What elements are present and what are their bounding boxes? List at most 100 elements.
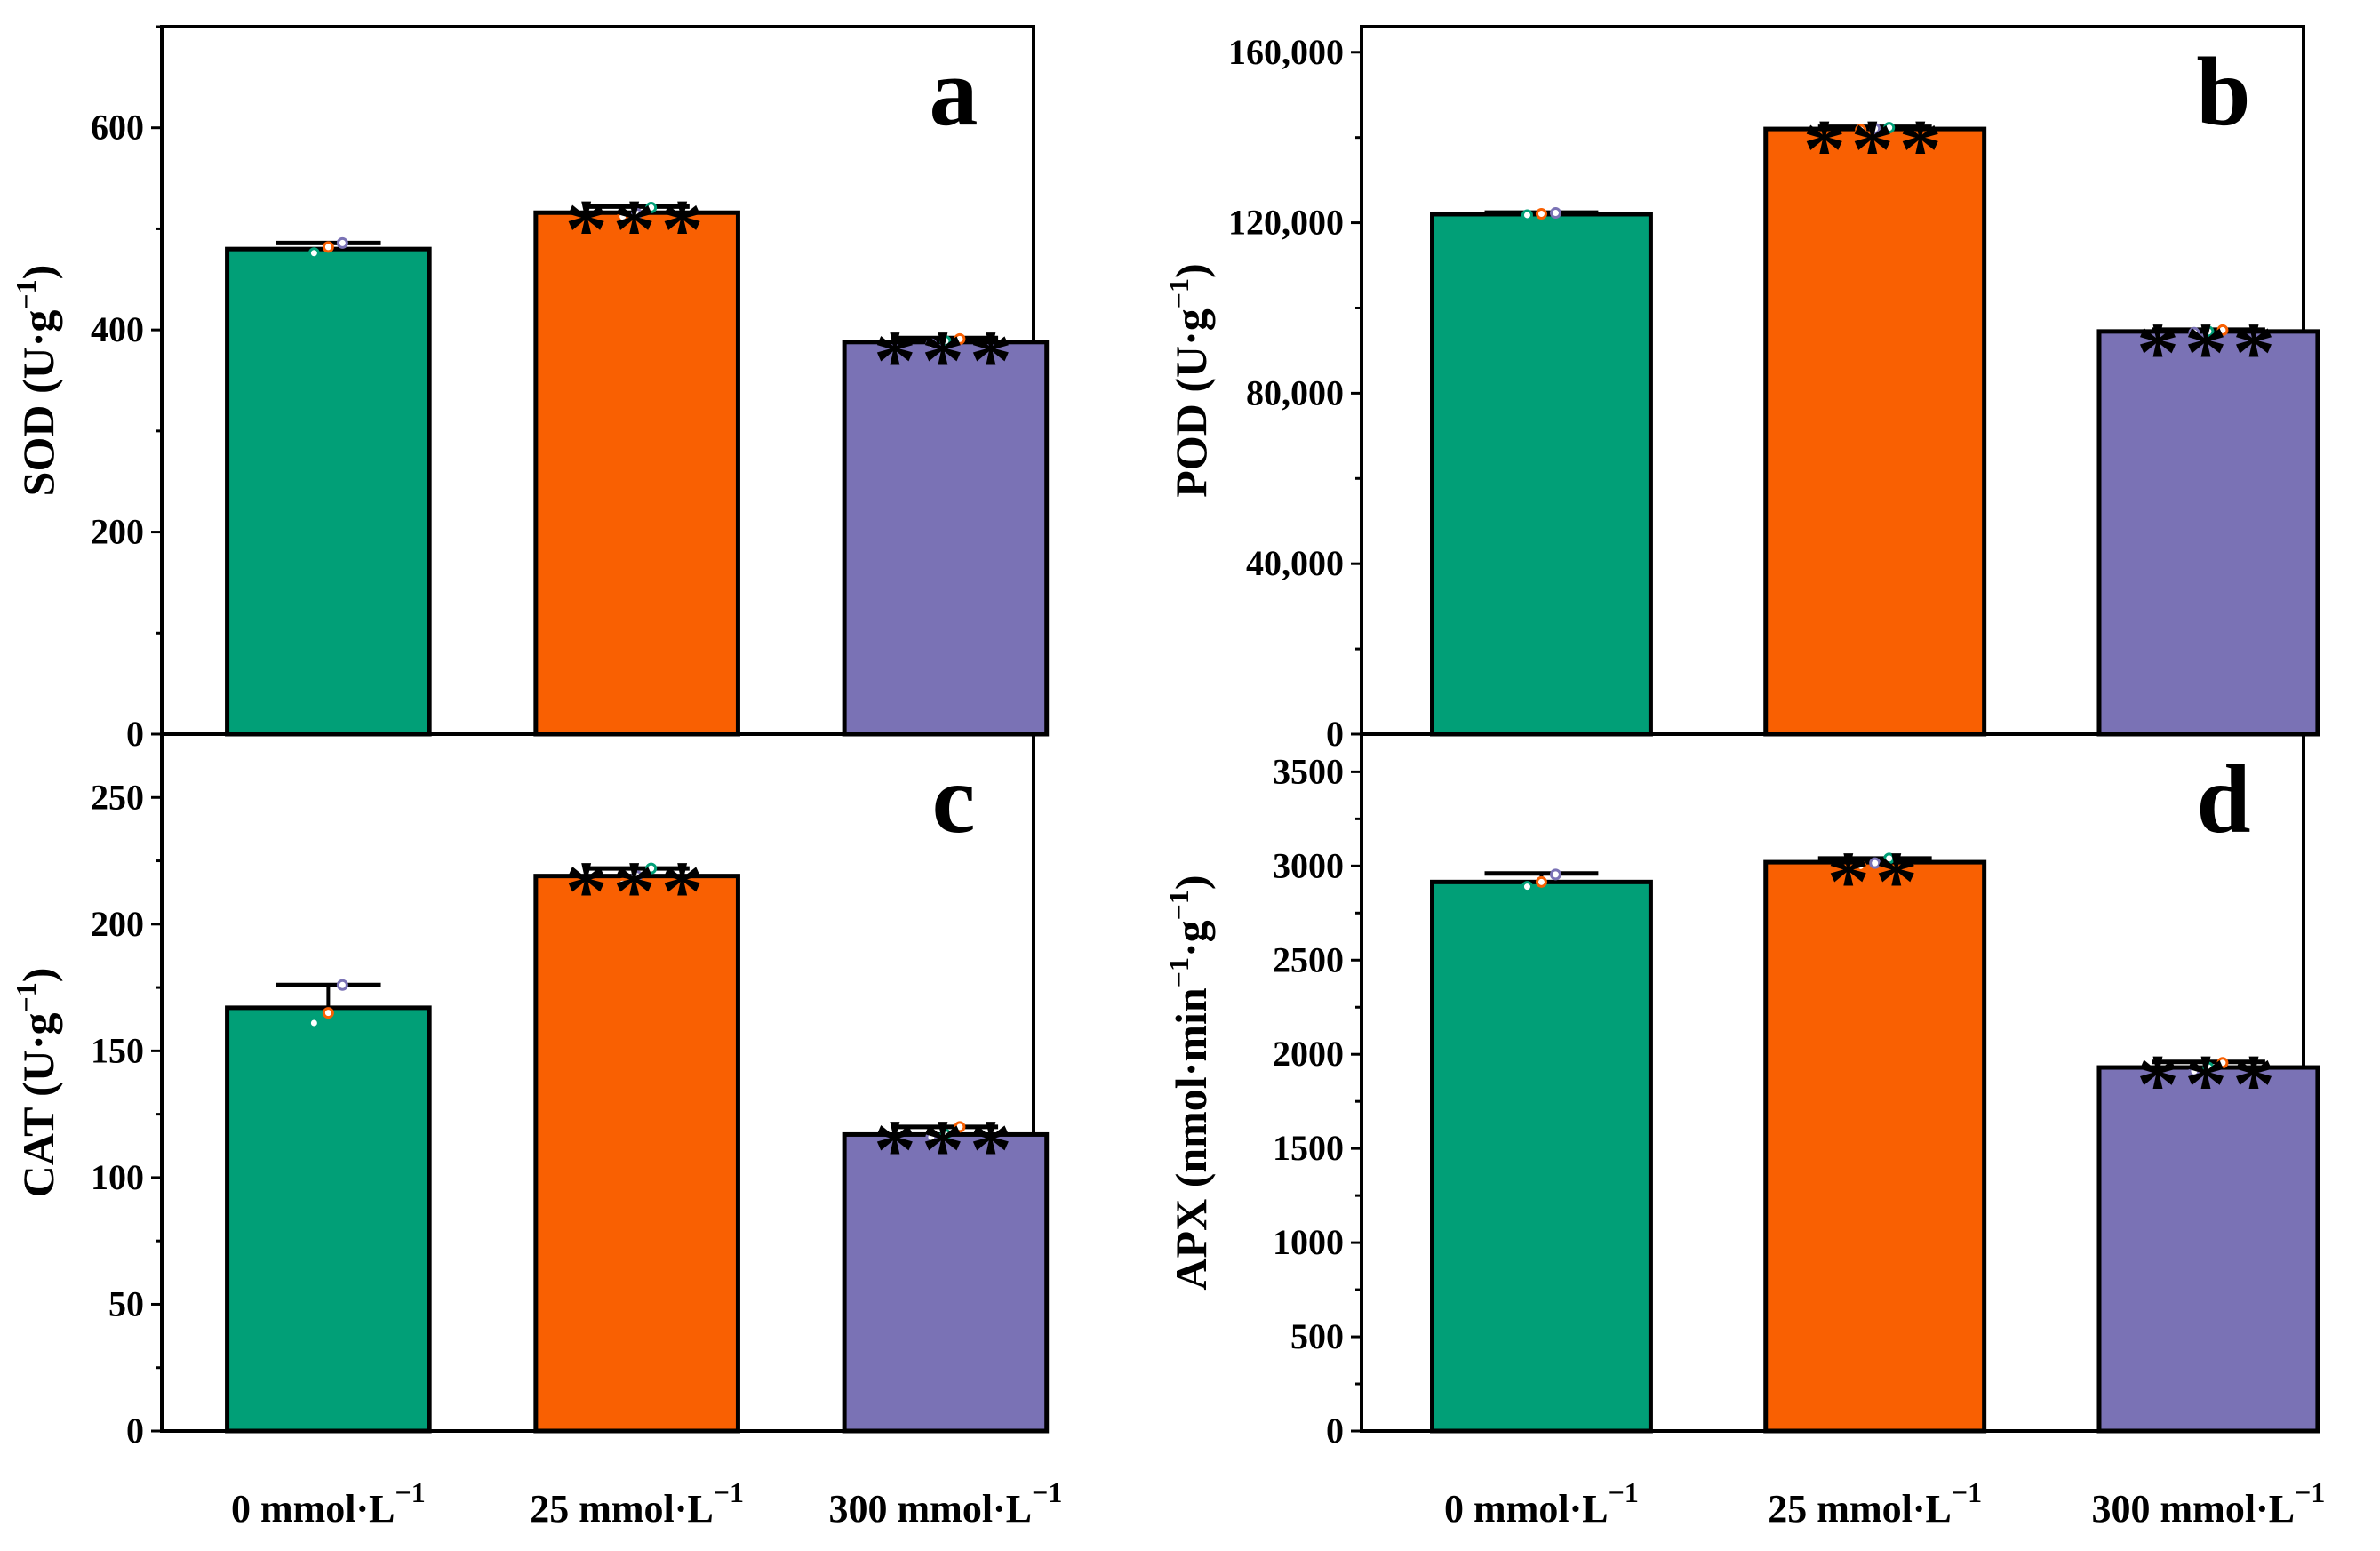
data-point xyxy=(322,1007,334,1019)
y-axis-label-text: CAT (U·g xyxy=(13,1013,63,1198)
y-tick-label: 50 xyxy=(108,1283,144,1323)
data-point xyxy=(1869,857,1881,869)
x-category-text: 0 mmol·L xyxy=(231,1487,395,1531)
data-point xyxy=(1521,209,1533,221)
data-point xyxy=(2188,326,2200,339)
y-axis-label-text: ) xyxy=(13,265,63,280)
data-point xyxy=(1535,208,1547,220)
data-point xyxy=(645,202,658,214)
y-tick-label: 3000 xyxy=(1273,845,1344,885)
data-point xyxy=(307,247,320,260)
y-tick-label: 250 xyxy=(91,777,144,817)
significance-marker: ** xyxy=(1827,834,1923,929)
y-tick-label: 160,000 xyxy=(1228,32,1344,72)
data-point xyxy=(1855,859,1867,872)
bar xyxy=(2096,1065,2320,1434)
y-tick-label: 100 xyxy=(91,1157,144,1197)
x-category-superscript: −1 xyxy=(1952,1476,1982,1508)
y-tick-label: 2000 xyxy=(1273,1034,1344,1074)
y-axis-label-text: SOD (U·g xyxy=(13,310,63,497)
significance-marker: *** xyxy=(2136,1037,2280,1132)
y-axis-label-text: ) xyxy=(13,968,63,983)
bar xyxy=(1763,126,1987,737)
data-point xyxy=(939,335,952,348)
bar xyxy=(533,210,740,737)
data-point xyxy=(336,236,348,249)
x-category-label: 25 mmol·L−1 xyxy=(530,1476,744,1531)
data-point xyxy=(2202,325,2215,338)
y-axis-label-superscript: −1 xyxy=(1162,278,1194,308)
data-point xyxy=(954,332,966,345)
y-axis-label-superscript: −1 xyxy=(10,982,42,1012)
data-point xyxy=(645,862,658,875)
x-category-text: 300 mmol·L xyxy=(2092,1487,2296,1531)
panel-letter: b xyxy=(2196,37,2250,146)
y-tick-label: 200 xyxy=(91,904,144,944)
y-tick-label: 40,000 xyxy=(1246,543,1344,583)
significance-marker: *** xyxy=(2136,305,2280,400)
y-axis-label-text: ) xyxy=(1166,875,1216,890)
x-category-text: 0 mmol·L xyxy=(1444,1487,1609,1531)
y-axis-label: POD (U·g−1) xyxy=(1162,263,1216,497)
y-tick-label: 1500 xyxy=(1273,1128,1344,1168)
data-point xyxy=(2216,1057,2229,1069)
data-point xyxy=(1521,881,1533,893)
x-category-superscript: −1 xyxy=(1032,1476,1062,1508)
y-axis-label-superscript: −1 xyxy=(1162,957,1194,987)
data-point xyxy=(617,211,629,223)
y-tick-label: 600 xyxy=(91,108,144,148)
x-category-label: 0 mmol·L−1 xyxy=(231,1476,426,1531)
significance-marker: *** xyxy=(565,843,709,939)
panel-letter: a xyxy=(930,37,978,146)
y-tick-label: 0 xyxy=(126,714,144,754)
y-axis-label-text: ) xyxy=(1166,263,1216,278)
data-point xyxy=(1549,868,1561,881)
data-point xyxy=(1535,875,1547,888)
y-tick-label: 0 xyxy=(1326,714,1344,754)
x-category-text: 25 mmol·L xyxy=(1768,1487,1952,1531)
y-tick-label: 0 xyxy=(126,1411,144,1451)
x-category-superscript: −1 xyxy=(2295,1476,2325,1508)
y-axis-label-superscript: −1 xyxy=(1162,890,1194,920)
y-axis-label: SOD (U·g−1) xyxy=(10,265,63,497)
data-point xyxy=(336,979,348,991)
x-category-label: 25 mmol·L−1 xyxy=(1768,1476,1982,1531)
y-tick-label: 150 xyxy=(91,1030,144,1070)
panel-a-sod-chart: 0 200 400 600 SOD (U·g−1) a *** *** xyxy=(10,25,1050,754)
x-category-superscript: −1 xyxy=(714,1476,744,1508)
y-axis-label-superscript: −1 xyxy=(10,279,42,309)
data-point xyxy=(1883,122,1896,134)
bar xyxy=(1430,212,1653,737)
data-point xyxy=(939,1128,952,1140)
y-tick-label: 200 xyxy=(91,512,144,552)
y-axis-label-text: APX (nmol·min xyxy=(1166,987,1216,1290)
data-point xyxy=(925,338,938,350)
panel-c-cat-chart: 0 50 100 150 200 250 CAT (U·g−1) c *** *** xyxy=(10,732,1050,1451)
y-tick-label: 120,000 xyxy=(1228,203,1344,243)
x-category-superscript: −1 xyxy=(1609,1476,1639,1508)
data-point xyxy=(1549,207,1561,220)
x-category-text: 300 mmol·L xyxy=(829,1487,1033,1531)
bar xyxy=(225,246,432,737)
panel-d-apx-chart: 0 500 1000 1500 2000 2500 3000 3500 APX (nmol·mi… xyxy=(1162,732,2320,1451)
data-point xyxy=(1883,852,1896,865)
panel-letter: c xyxy=(932,745,976,853)
bar xyxy=(533,874,740,1434)
data-point xyxy=(322,241,334,253)
y-tick-label: 500 xyxy=(1290,1316,1344,1356)
significance-marker: *** xyxy=(874,1102,1018,1197)
data-point xyxy=(2216,324,2229,336)
bar xyxy=(225,1005,432,1434)
data-point xyxy=(1855,124,1867,136)
significance-marker: *** xyxy=(874,313,1018,408)
y-axis-label-text: POD (U·g xyxy=(1166,308,1216,497)
y-tick-label: 400 xyxy=(91,309,144,349)
y-axis-label: APX (nmol·min−1·g−1) xyxy=(1162,875,1216,1290)
data-point xyxy=(631,870,643,883)
x-category-label: 0 mmol·L−1 xyxy=(1444,1476,1639,1531)
y-tick-label: 2500 xyxy=(1273,939,1344,979)
data-point xyxy=(2202,1061,2215,1074)
x-category-label: 300 mmol·L−1 xyxy=(829,1476,1063,1531)
bar xyxy=(1430,879,1653,1434)
